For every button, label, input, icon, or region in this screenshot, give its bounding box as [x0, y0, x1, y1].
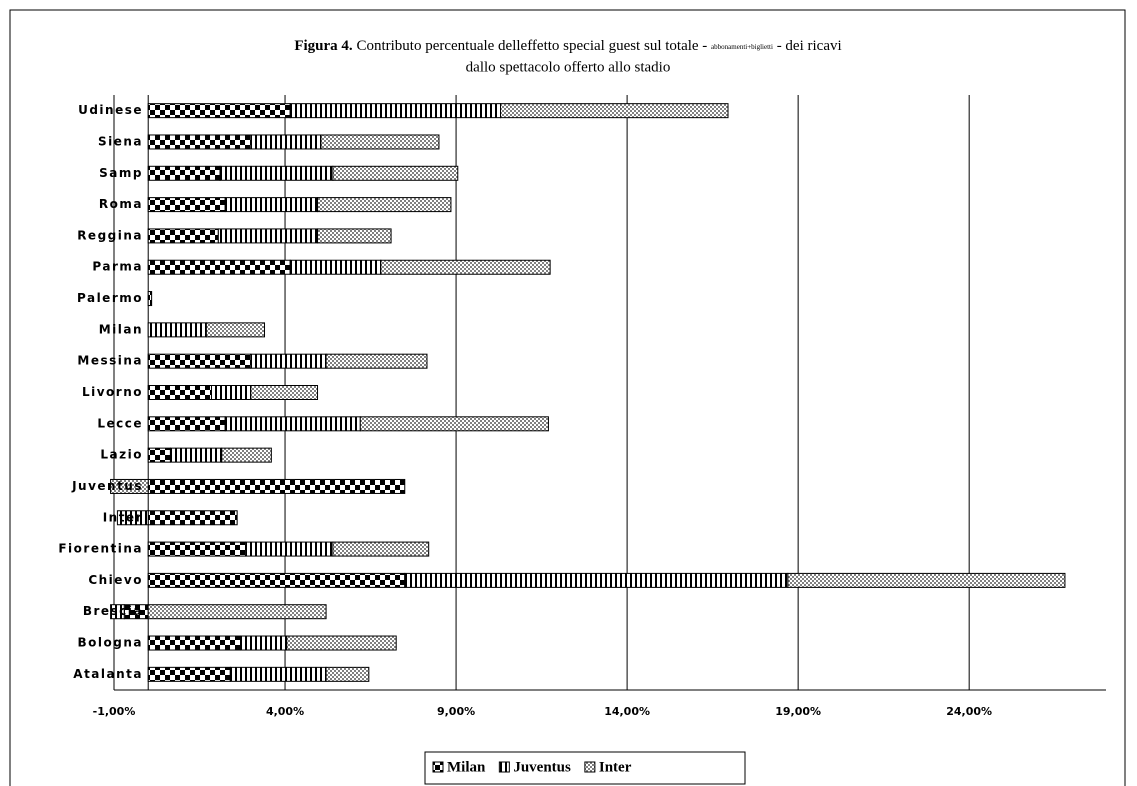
bar-segment [147, 353, 252, 369]
bar-segment [221, 447, 272, 463]
y-tick-label: Reggina [77, 228, 143, 242]
bar-segment [325, 666, 370, 682]
bar-segment [147, 416, 226, 432]
y-tick-label: Udinese [78, 103, 143, 117]
bar-segment [289, 259, 382, 275]
bar-segment [147, 478, 406, 494]
x-tick-label: 9,00% [437, 705, 475, 718]
legend-label: Juventus [513, 759, 571, 775]
title-note: abbonamenti+biglietti [711, 43, 773, 51]
bar-segment [332, 165, 459, 181]
frame [9, 9, 1126, 786]
bar-segment [332, 541, 430, 557]
legend-swatch [584, 761, 596, 773]
bar-segment [500, 103, 729, 119]
bar-segment [110, 604, 125, 620]
bar-segment [147, 385, 212, 400]
bar-segment [147, 165, 221, 181]
x-tick-label: 4,00% [266, 705, 304, 718]
y-tick-label: Palermo [77, 291, 143, 305]
y-tick-label: Samp [99, 166, 143, 180]
bar-segment [320, 134, 440, 150]
bar-segment [250, 353, 327, 369]
y-tick-label: Roma [99, 197, 143, 211]
bar-segment [317, 228, 392, 244]
chart-title: Contributo percentuale delleffetto speci… [356, 38, 707, 54]
title-label: Figura 4. [294, 38, 353, 54]
bar-segment [380, 259, 551, 275]
bar-segment [110, 478, 149, 494]
bar-segment [147, 604, 327, 620]
y-tick-label: Parma [92, 260, 143, 274]
y-tick-label: Bologna [78, 636, 143, 650]
bar-segment [147, 228, 219, 244]
bar-segment [147, 322, 207, 338]
bar-segment [147, 134, 252, 150]
y-tick-label: Brescia [83, 604, 143, 618]
bar-segment [147, 541, 247, 557]
x-tick-label: 19,00% [775, 705, 821, 718]
bar-segment [317, 197, 452, 213]
bar-segment [219, 165, 334, 181]
bar-segment [359, 416, 549, 432]
y-tick-label: Fiorentina [58, 542, 143, 556]
title-line: Figura 4. Contributo percentuale delleff… [294, 38, 841, 54]
bar-segment [245, 541, 334, 557]
bar-segment [787, 572, 1066, 588]
bar-segment [250, 385, 319, 400]
bar-segment [169, 447, 223, 463]
bar-segment [217, 228, 319, 244]
bar-segment [289, 103, 502, 119]
bar-segment [325, 353, 428, 369]
y-tick-label: Messina [77, 354, 143, 368]
y-tick-label: Juventus [71, 479, 143, 493]
y-tick-label: Atalanta [73, 667, 143, 681]
y-tick-label: Milan [99, 322, 143, 336]
bar-segment [229, 666, 327, 682]
bar-segment [250, 134, 322, 150]
x-tick-label: 14,00% [604, 705, 650, 718]
title-end: - dei ricavi [777, 38, 842, 54]
bar-segment [286, 635, 397, 651]
bar-segment [116, 510, 149, 526]
y-tick-label: Chievo [88, 573, 143, 587]
bar-segment [147, 259, 291, 275]
bar-segment [224, 197, 319, 213]
bar-segment [147, 197, 226, 213]
y-tick-label: Lazio [100, 448, 143, 462]
chart-subtitle: dallo spettacolo offerto allo stadio [466, 59, 671, 75]
legend-label: Milan [447, 759, 486, 775]
x-tick-label: 24,00% [946, 705, 992, 718]
bar-segment [147, 103, 291, 119]
y-tick-label: Lecce [97, 416, 143, 430]
legend-swatch [432, 761, 444, 773]
x-tick-label: -1,00% [93, 705, 136, 718]
y-tick-label: Siena [98, 134, 143, 148]
bar-segment [210, 385, 252, 400]
bar-segment [147, 510, 238, 526]
bar-segment [205, 322, 266, 338]
bar-segment [404, 572, 789, 588]
bar-segment [224, 416, 361, 432]
bar-segment [147, 291, 153, 307]
bar-segment [147, 666, 231, 682]
legend-swatch [498, 761, 510, 773]
bar-segment [240, 635, 288, 651]
bar-segment [147, 572, 406, 588]
y-tick-label: Inter [103, 510, 143, 524]
bar-segment [147, 447, 171, 463]
y-tick-label: Livorno [82, 385, 143, 399]
legend-label: Inter [599, 759, 632, 775]
bar-segment [147, 635, 242, 651]
